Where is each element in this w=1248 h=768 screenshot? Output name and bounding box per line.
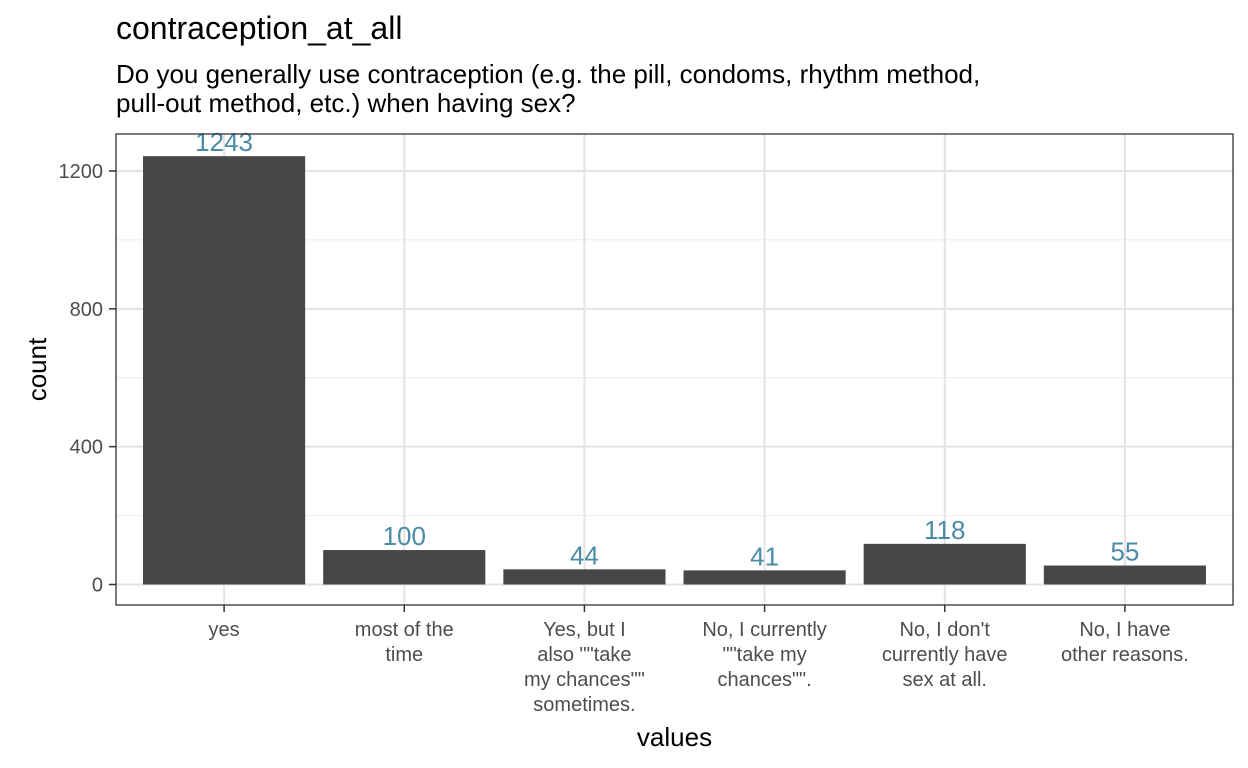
x-tick-label: No, I currently ""take my chances"". <box>702 619 826 691</box>
data-label: 118 <box>924 515 965 545</box>
y-tick-label: 1200 <box>59 161 104 183</box>
y-tick-label: 400 <box>70 437 103 459</box>
data-label: 55 <box>1110 537 1139 567</box>
x-tick-label: No, I have other reasons. <box>1061 619 1189 666</box>
bar <box>683 570 846 585</box>
data-label: 1243 <box>195 127 253 157</box>
chart-title: contraception_at_all <box>116 10 403 46</box>
x-tick-label: most of the time <box>355 619 454 666</box>
bar <box>1043 565 1206 585</box>
y-axis-title: count <box>22 337 52 401</box>
bar <box>143 156 306 585</box>
y-tick-label: 800 <box>70 299 103 321</box>
bar <box>323 550 486 585</box>
plot-border <box>115 133 1234 606</box>
y-tick-label: 0 <box>92 575 103 597</box>
x-tick-label: No, I don't currently have sex at all. <box>882 619 1008 691</box>
x-tick-label: yes <box>209 619 240 641</box>
x-axis-title: values <box>637 722 712 752</box>
chart-subtitle: Do you generally use contraception (e.g.… <box>116 59 981 118</box>
data-label: 44 <box>570 540 599 570</box>
bar <box>503 569 666 585</box>
bar <box>863 543 1026 585</box>
data-label: 41 <box>750 541 779 571</box>
data-label: 100 <box>383 521 426 551</box>
